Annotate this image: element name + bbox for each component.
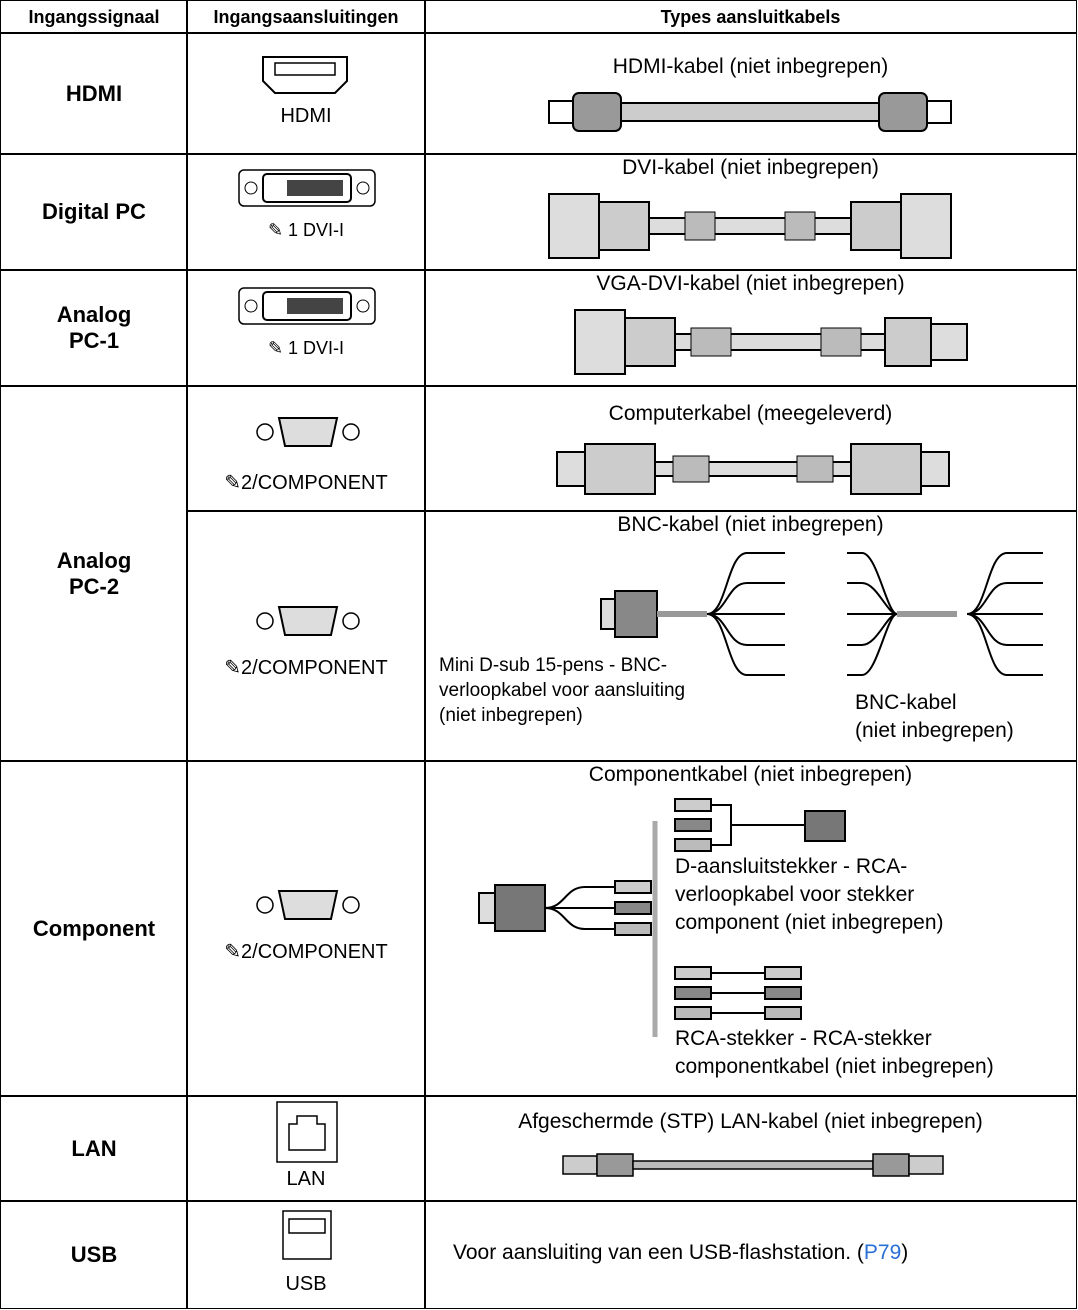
header-ports: Ingangsaansluitingen bbox=[186, 0, 426, 34]
usb-port-icon bbox=[282, 1210, 332, 1260]
port-label-text: 2/COMPONENT bbox=[241, 941, 388, 963]
note-line: component (niet inbegrepen) bbox=[675, 911, 944, 934]
signal: Analog bbox=[56, 547, 132, 573]
cable-title: BNC-kabel (niet inbegrepen) bbox=[617, 513, 884, 536]
note-line: BNC-kabel bbox=[855, 691, 957, 714]
hdmi-cable-drawing bbox=[548, 92, 952, 132]
cable-cell: Componentkabel (niet inbegrepen) D-aansl… bbox=[424, 760, 1077, 1097]
lan-cable-drawing bbox=[562, 1153, 944, 1177]
usb-description: Voor aansluiting van een USB-flashstatio… bbox=[453, 1241, 1076, 1265]
port-label: ✎ 1 DVI-I bbox=[267, 220, 345, 240]
port-cell: HDMI bbox=[186, 32, 426, 155]
signal: PC-2 bbox=[68, 573, 120, 599]
cable-title: Afgeschermde (STP) LAN-kabel (niet inbeg… bbox=[518, 1110, 983, 1133]
cable-cell: Computerkabel (meegeleverd) bbox=[424, 385, 1077, 512]
port-label: LAN bbox=[286, 1168, 326, 1190]
signal-cell: Analog PC-2 bbox=[0, 385, 188, 762]
vga-dvi-cable-drawing bbox=[574, 309, 968, 375]
port-label: HDMI bbox=[280, 105, 332, 127]
note-line: verloopkabel voor stekker bbox=[675, 883, 915, 906]
cable-cell: DVI-kabel (niet inbegrepen) bbox=[424, 153, 1077, 271]
cable-cell: Voor aansluiting van een USB-flashstatio… bbox=[424, 1200, 1077, 1309]
dvi-port-icon bbox=[238, 169, 376, 207]
port-label-text: 1 DVI-I bbox=[288, 338, 345, 358]
port-cell: ✎2/COMPONENT bbox=[186, 510, 426, 762]
cable-title: HDMI-kabel (niet inbegrepen) bbox=[612, 55, 889, 78]
bnc-cable-drawing bbox=[600, 552, 1043, 676]
note-line: (niet inbegrepen) bbox=[439, 705, 583, 726]
signal-cell: Digital PC bbox=[0, 153, 188, 271]
vga-port-icon bbox=[256, 606, 360, 636]
port-cell: LAN bbox=[186, 1095, 426, 1202]
port-label: USB bbox=[285, 1273, 327, 1295]
port-label: ✎2/COMPONENT bbox=[224, 472, 388, 494]
cable-title: VGA-DVI-kabel (niet inbegrepen) bbox=[596, 272, 905, 295]
cable-cell: Afgeschermde (STP) LAN-kabel (niet inbeg… bbox=[424, 1095, 1077, 1202]
cable-cell: VGA-DVI-kabel (niet inbegrepen) bbox=[424, 269, 1077, 387]
port-label: ✎2/COMPONENT bbox=[224, 657, 388, 679]
text: Voor aansluiting van een USB-flashstatio… bbox=[453, 1241, 864, 1264]
vga-port-icon bbox=[256, 890, 360, 920]
port-cell: USB bbox=[186, 1200, 426, 1309]
port-label: ✎ 1 DVI-I bbox=[267, 338, 345, 358]
signal-cell: USB bbox=[0, 1200, 188, 1309]
hdmi-port-icon bbox=[262, 56, 348, 94]
note-line: RCA-stekker - RCA-stekker bbox=[675, 1027, 932, 1050]
note-line: D-aansluitstekker - RCA- bbox=[675, 855, 908, 878]
cable-cell: BNC-kabel (niet inbegrepen) Mini D-sub 1… bbox=[424, 510, 1077, 762]
component-cable-drawing bbox=[478, 798, 846, 1037]
signal: Component bbox=[32, 915, 156, 941]
lan-port-icon bbox=[276, 1101, 338, 1163]
cable-cell: HDMI-kabel (niet inbegrepen) bbox=[424, 32, 1077, 155]
header-cables: Types aansluitkabels bbox=[424, 0, 1077, 34]
signal: USB bbox=[70, 1241, 118, 1267]
signal-cell: Component bbox=[0, 760, 188, 1097]
note-line: (niet inbegrepen) bbox=[855, 719, 1014, 742]
port-label-text: 2/COMPONENT bbox=[241, 472, 388, 494]
signal-cell: Analog PC-1 bbox=[0, 269, 188, 387]
port-label-text: 2/COMPONENT bbox=[241, 657, 388, 679]
dvi-port-icon bbox=[238, 287, 376, 325]
note-line: verloopkabel voor aansluiting bbox=[439, 680, 686, 701]
port-label-text: 1 DVI-I bbox=[288, 220, 345, 240]
signal: Digital PC bbox=[42, 199, 146, 224]
cable-title: Computerkabel (meegeleverd) bbox=[608, 402, 893, 425]
port-cell: ✎ 1 DVI-I bbox=[186, 269, 426, 387]
header-signal: Ingangssignaal bbox=[0, 0, 188, 34]
cable-note: RCA-stekker - RCA-stekker componentkabel … bbox=[675, 1025, 994, 1081]
port-label: ✎2/COMPONENT bbox=[224, 941, 388, 963]
cable-note: Mini D-sub 15-pens - BNC-verloopkabel vo… bbox=[439, 653, 685, 728]
cable-note: D-aansluitstekker - RCA-verloopkabel voo… bbox=[675, 853, 944, 937]
signal: HDMI bbox=[65, 80, 123, 106]
cable-note: BNC-kabel (niet inbegrepen) bbox=[855, 689, 1014, 745]
signal-cell: HDMI bbox=[0, 32, 188, 155]
text: ) bbox=[901, 1241, 909, 1264]
dvi-cable-drawing bbox=[548, 193, 952, 259]
port-cell: ✎2/COMPONENT bbox=[186, 760, 426, 1097]
computer-cable-drawing bbox=[556, 443, 950, 495]
vga-port-icon bbox=[256, 417, 360, 447]
cable-title: DVI-kabel (niet inbegrepen) bbox=[622, 156, 879, 179]
page-link[interactable]: P79 bbox=[863, 1241, 902, 1264]
cable-title: Componentkabel (niet inbegrepen) bbox=[588, 763, 913, 786]
signal: Analog bbox=[56, 302, 132, 327]
signal: PC-1 bbox=[68, 328, 120, 353]
signal-cell: LAN bbox=[0, 1095, 188, 1202]
note-line: Mini D-sub 15-pens - BNC- bbox=[439, 655, 668, 676]
signal: LAN bbox=[71, 1135, 117, 1161]
port-cell: ✎ 1 DVI-I bbox=[186, 153, 426, 271]
note-line: componentkabel (niet inbegrepen) bbox=[675, 1055, 994, 1078]
port-cell: ✎2/COMPONENT bbox=[186, 385, 426, 512]
